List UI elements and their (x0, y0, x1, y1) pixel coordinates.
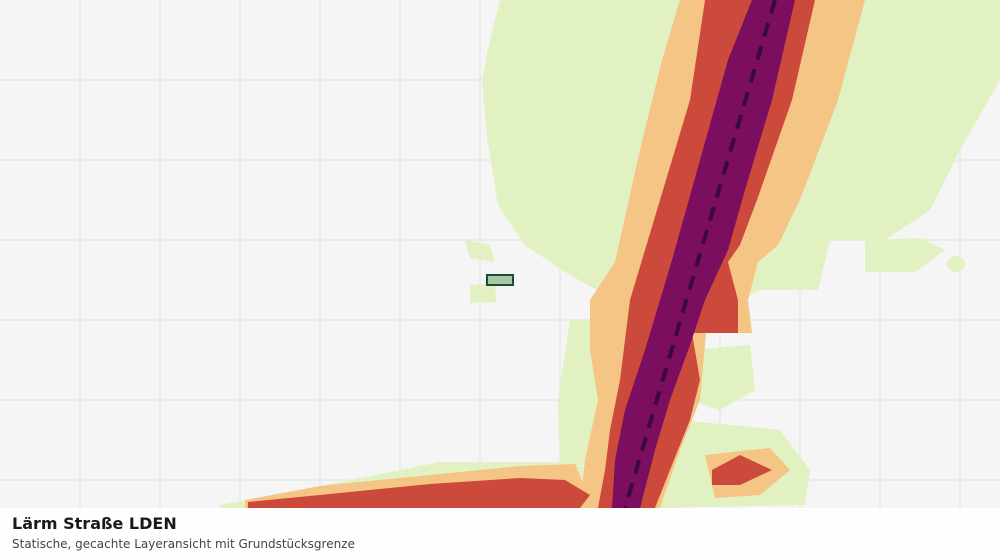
road-centerline (623, 0, 777, 509)
caption-panel: Lärm Straße LDEN Statische, gecachte Lay… (0, 508, 1000, 560)
parcel-boundary[interactable] (486, 274, 514, 286)
noise-zone-very-high (612, 0, 795, 508)
map-subtitle: Statische, gecachte Layeransicht mit Gru… (12, 537, 355, 551)
map-title: Lärm Straße LDEN (12, 514, 177, 533)
